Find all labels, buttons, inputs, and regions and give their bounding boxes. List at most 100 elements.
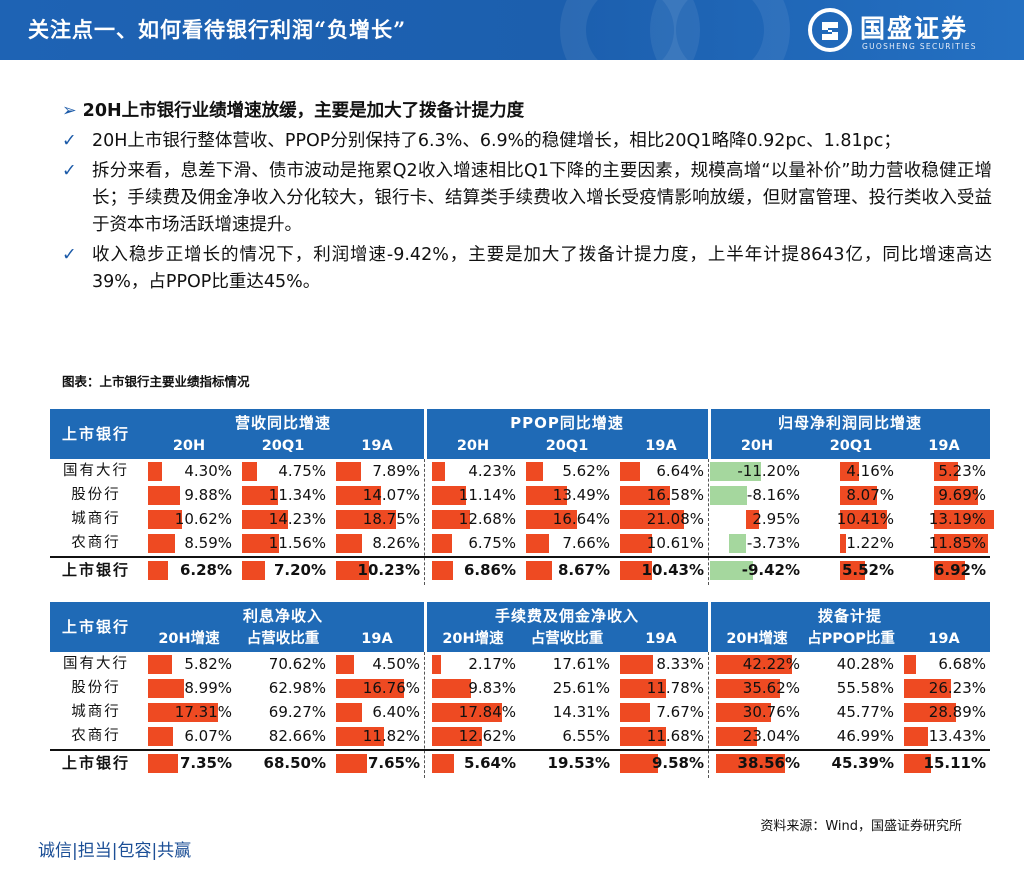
table-cell: 9.88% [142, 483, 236, 507]
data-bar [336, 703, 362, 722]
cell-value: -8.16% [746, 486, 800, 504]
table-cell: 14.23% [236, 507, 330, 531]
data-bar [620, 703, 651, 722]
table-row: 城商行 10.62% 14.23% 18.75% 12.68% 16.64% 21.08% 2… [50, 507, 994, 531]
cell-value: 6.86% [463, 561, 516, 579]
cell-value: -11.20% [737, 462, 800, 480]
cell-value: 5.82% [184, 655, 232, 673]
table-cell: 62.98% [236, 676, 330, 700]
group-divider [708, 459, 709, 585]
table-cell: 4.23% [426, 459, 520, 483]
cell-value: 15.11% [923, 754, 986, 772]
data-bar [336, 462, 362, 481]
cell-value: 6.64% [656, 462, 704, 480]
cell-value: 11.68% [646, 727, 704, 745]
cell-value: 38.56% [737, 754, 800, 772]
table-cell: 13.49% [520, 483, 614, 507]
data-bar [710, 561, 753, 580]
table-cell: 7.67% [614, 700, 708, 724]
cell-value: 1.22% [846, 534, 894, 552]
data-bar [526, 561, 553, 580]
bullet-item: ✓ 20H上市银行整体营收、PPOP分别保持了6.3%、6.9%的稳健增长，相比2… [62, 128, 992, 155]
table-cell: 16.76% [330, 676, 424, 700]
table-cell: 19.53% [520, 751, 614, 775]
table-cell: 8.07% [804, 483, 898, 507]
table-row: 股份行 8.99% 62.98% 16.76% 9.83% 25.61% 11.78% 35.… [50, 676, 990, 700]
table-row: 城商行 17.31% 69.27% 6.40% 17.84% 14.31% 7.67% 30.… [50, 700, 990, 724]
table-cell: 16.58% [614, 483, 708, 507]
table-cell: 13.43% [898, 724, 990, 748]
data-bar [729, 534, 746, 553]
row-label: 股份行 [71, 487, 121, 503]
data-bar [148, 486, 180, 505]
data-bar [148, 534, 176, 553]
cell-value: 14.23% [268, 510, 326, 528]
cell-value: 42.22% [742, 655, 800, 673]
table-cell: 30.76% [710, 700, 804, 724]
cell-value: 7.66% [562, 534, 610, 552]
table-cell: 8.67% [520, 558, 614, 582]
table-cell: 11.82% [330, 724, 424, 748]
row-header-label: 上市银行 [61, 618, 130, 636]
data-bar [148, 510, 182, 529]
table-caption: 图表：上市银行主要业绩指标情况 [62, 374, 250, 389]
data-bar [904, 655, 917, 674]
cell-value: 9.83% [468, 679, 516, 697]
cell-value: 4.16% [846, 462, 894, 480]
column-header: 19A [928, 631, 960, 647]
performance-table-income: 上市银行 利息净收入 手续费及佣金净收入 拨备计提 20H增速 占营收比重 19… [50, 602, 990, 778]
slide-title: 关注点一、如何看待银行利润“负增长” [28, 17, 407, 42]
table-cell: 4.75% [236, 459, 330, 483]
table-cell: 45.77% [804, 700, 898, 724]
column-header: 占营收比重 [246, 631, 320, 647]
data-bar [710, 462, 761, 481]
table-cell: 45.39% [804, 751, 898, 775]
table-cell: 8.33% [614, 652, 708, 676]
table-cell: 40.28% [804, 652, 898, 676]
data-bar [336, 534, 363, 553]
table-cell: 42.22% [710, 652, 804, 676]
data-bar [336, 727, 384, 746]
logo-name: 国盛证券 [860, 14, 969, 43]
group-divider [708, 652, 709, 778]
data-bar [432, 462, 445, 481]
cell-value: 7.89% [372, 462, 420, 480]
cell-value: 9.69% [938, 486, 986, 504]
column-header: 19A [361, 631, 393, 647]
table-cell: 5.64% [426, 751, 520, 775]
table-header: 上市银行 利息净收入 手续费及佣金净收入 拨备计提 20H增速 占营收比重 19… [50, 602, 990, 652]
row-label: 国有大行 [63, 463, 129, 479]
cell-value: 10.23% [357, 561, 420, 579]
data-bar [336, 561, 369, 580]
cell-value: 19.53% [547, 754, 610, 772]
data-bar [148, 754, 178, 773]
data-bar [526, 534, 550, 553]
table-cell: 11.56% [236, 531, 330, 555]
data-bar [934, 534, 988, 553]
table-cell: -11.20% [710, 459, 804, 483]
data-bar [526, 462, 544, 481]
table-cell: 6.07% [142, 724, 236, 748]
cell-value: 17.84% [458, 703, 516, 721]
group-divider [424, 652, 425, 778]
data-bar [934, 561, 966, 580]
table-cell: 8.99% [142, 676, 236, 700]
table-row: 农商行 8.59% 11.56% 8.26% 6.75% 7.66% 10.61% -3.73… [50, 531, 990, 555]
table-cell: 38.56% [710, 751, 804, 775]
cell-value: 10.41% [836, 510, 894, 528]
table-cell: 7.66% [520, 531, 614, 555]
table-cell: 14.31% [520, 700, 614, 724]
table-cell: 10.61% [614, 531, 708, 555]
data-bar [620, 510, 684, 529]
header-divider [708, 409, 711, 459]
table-row: 国有大行 5.82% 70.62% 4.50% 2.17% 17.61% 8.33% 42.2… [50, 652, 990, 676]
data-bar [336, 679, 404, 698]
column-header: 19A [645, 631, 677, 647]
table-row: 农商行 6.07% 82.66% 11.82% 12.62% 6.55% 11.68% 23.… [50, 724, 990, 748]
data-bar [336, 486, 382, 505]
table-cell: 23.04% [710, 724, 804, 748]
table-cell: 17.31% [142, 700, 236, 724]
table-cell: 9.58% [614, 751, 708, 775]
arrow-bullet-icon: ➢ [62, 101, 77, 121]
table-cell: 16.64% [520, 507, 614, 531]
